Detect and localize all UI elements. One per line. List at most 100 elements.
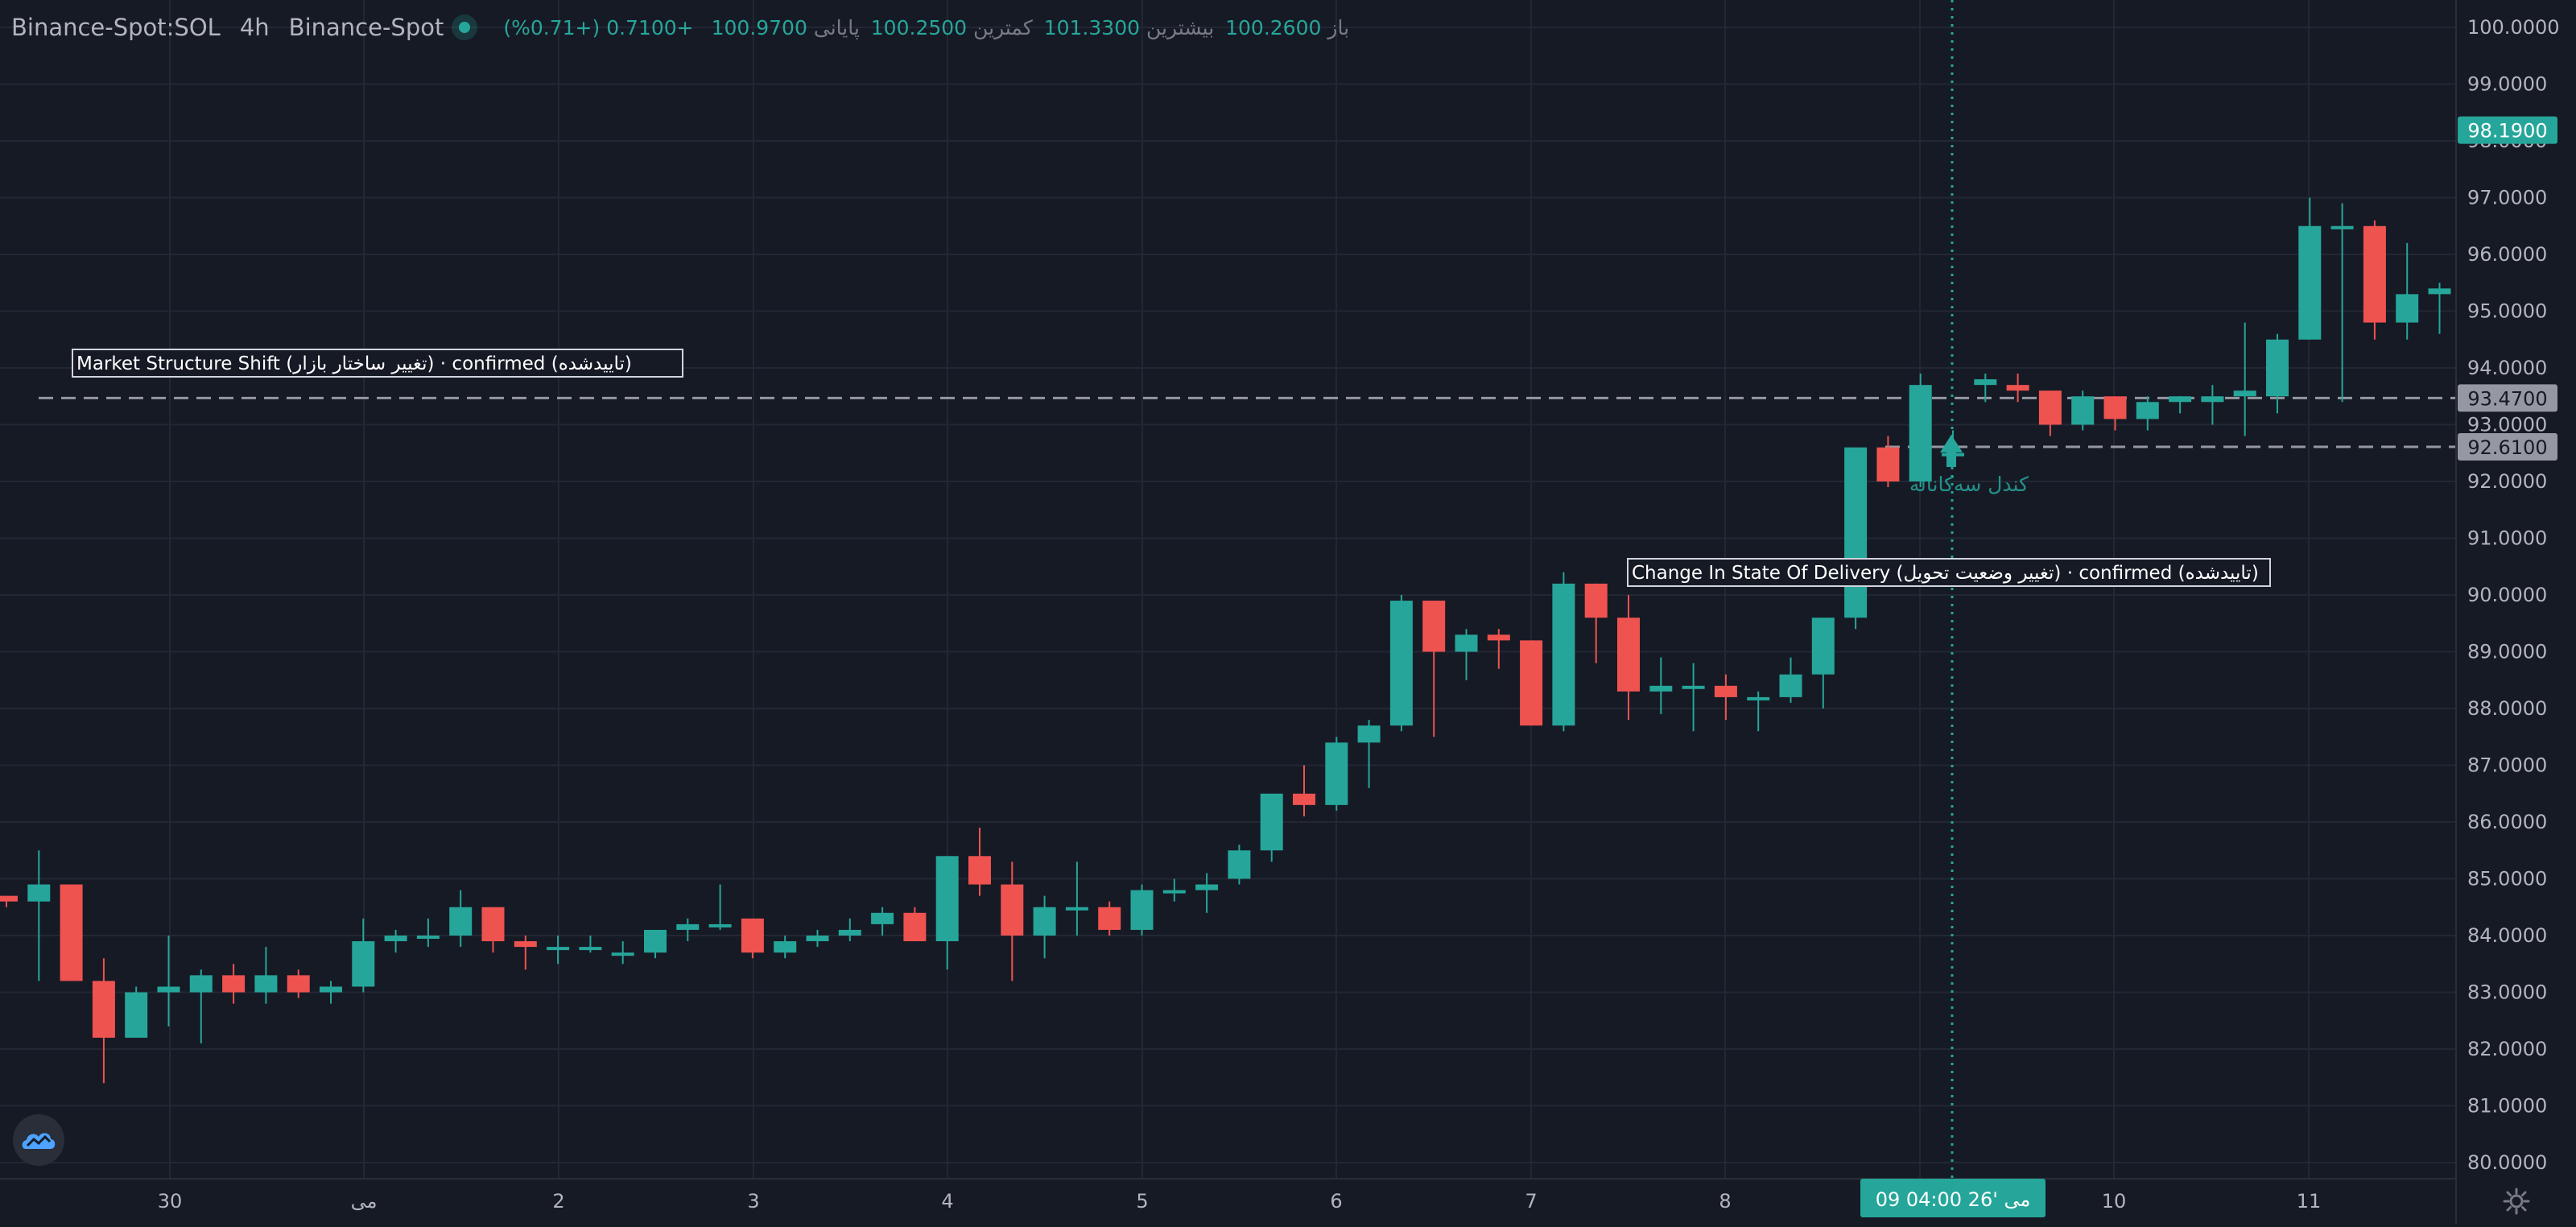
- price-tick-label: 81.0000: [2467, 1095, 2547, 1118]
- candle[interactable]: [806, 929, 829, 948]
- candle[interactable]: [1357, 720, 1381, 788]
- candle[interactable]: [708, 884, 732, 930]
- candle[interactable]: [2136, 396, 2159, 431]
- candle[interactable]: [1811, 618, 1835, 709]
- candle-body: [449, 907, 473, 936]
- candle[interactable]: [1389, 595, 1413, 732]
- candle[interactable]: [222, 964, 246, 1004]
- candle[interactable]: [1001, 861, 1024, 981]
- candle[interactable]: [1195, 873, 1219, 913]
- candles: [0, 118, 2516, 1084]
- candle[interactable]: [676, 918, 700, 942]
- candle[interactable]: [2266, 333, 2289, 414]
- exchange-label[interactable]: Binance-Spot: [288, 14, 444, 41]
- candle[interactable]: [1714, 674, 1737, 721]
- candle[interactable]: [1909, 374, 1932, 488]
- symbol-name[interactable]: Binance-Spot:SOL: [11, 14, 221, 41]
- candle[interactable]: [2428, 283, 2451, 334]
- candle[interactable]: [2233, 322, 2256, 436]
- candle[interactable]: [125, 986, 148, 1038]
- candle[interactable]: [838, 918, 861, 942]
- candle[interactable]: [2038, 390, 2062, 436]
- candle-body: [1357, 725, 1381, 743]
- candle[interactable]: [1974, 374, 1997, 403]
- candle[interactable]: [547, 936, 570, 965]
- candle[interactable]: [157, 936, 180, 1027]
- up-arrow-marker-icon[interactable]: کندل سه‌کاناله: [1909, 435, 2029, 496]
- candle[interactable]: [611, 941, 634, 965]
- candle[interactable]: [2071, 390, 2095, 431]
- candle[interactable]: [1844, 447, 1868, 630]
- price-axis[interactable]: 100.000099.000098.000097.000096.000095.0…: [2455, 0, 2576, 1224]
- candle[interactable]: [1325, 737, 1348, 811]
- candle[interactable]: [27, 850, 51, 981]
- candle[interactable]: [2006, 374, 2029, 403]
- candle[interactable]: [92, 958, 115, 1084]
- candle[interactable]: [320, 981, 342, 1004]
- candle[interactable]: [1487, 629, 1510, 669]
- candle[interactable]: [2201, 385, 2224, 425]
- candle[interactable]: [1747, 691, 1770, 732]
- candle[interactable]: [1260, 793, 1283, 862]
- candle[interactable]: [1617, 595, 1640, 721]
- csd-annotation[interactable]: Change In State Of Delivery (تغییر وضعیت…: [1627, 558, 2271, 587]
- candle[interactable]: [2330, 203, 2354, 403]
- candle[interactable]: [2298, 197, 2322, 340]
- candle-body: [1552, 583, 1575, 726]
- candle[interactable]: [1584, 583, 1608, 663]
- candle[interactable]: [416, 918, 440, 948]
- candle[interactable]: [287, 969, 310, 998]
- candle[interactable]: [1228, 845, 1251, 885]
- candle-body: [157, 986, 180, 993]
- candle[interactable]: [1130, 884, 1154, 936]
- candle[interactable]: [2169, 396, 2192, 414]
- candle[interactable]: [481, 907, 505, 953]
- candle[interactable]: [60, 884, 83, 981]
- candle[interactable]: [1098, 901, 1121, 936]
- candle-body: [1389, 601, 1413, 726]
- candle[interactable]: [741, 918, 764, 959]
- candle[interactable]: [254, 947, 278, 1004]
- candle[interactable]: [2103, 396, 2127, 431]
- price-tick-label: 82.0000: [2467, 1038, 2547, 1060]
- candle[interactable]: [1033, 895, 1056, 959]
- candle[interactable]: [774, 936, 797, 959]
- candle[interactable]: [968, 828, 991, 896]
- candle[interactable]: [1455, 629, 1478, 680]
- tradingview-cloud-logo-icon[interactable]: [13, 1114, 64, 1166]
- candle[interactable]: [449, 890, 473, 948]
- candle[interactable]: [1520, 640, 1543, 726]
- candle-body: [1584, 583, 1608, 618]
- candle[interactable]: [935, 856, 959, 970]
- candle[interactable]: [1065, 861, 1088, 936]
- candle[interactable]: [1779, 657, 1802, 703]
- candle-body: [1001, 884, 1024, 936]
- candle[interactable]: [1649, 657, 1673, 715]
- candle[interactable]: [189, 969, 213, 1043]
- candle[interactable]: [903, 907, 927, 942]
- mss-annotation[interactable]: Market Structure Shift (تغییر ساختار باز…: [72, 349, 683, 378]
- gear-icon[interactable]: [2502, 1187, 2531, 1216]
- candle[interactable]: [1682, 663, 1705, 732]
- candle[interactable]: [384, 929, 407, 953]
- candle[interactable]: [1876, 436, 1900, 488]
- candle[interactable]: [1162, 878, 1186, 902]
- candle[interactable]: [1293, 765, 1315, 816]
- candle[interactable]: [2396, 242, 2419, 340]
- candle[interactable]: [0, 895, 18, 907]
- candle[interactable]: [514, 936, 537, 970]
- price-tick-label: 88.0000: [2467, 697, 2547, 720]
- candle[interactable]: [352, 918, 375, 993]
- interval-label[interactable]: 4h: [239, 14, 270, 41]
- candle-body: [1779, 674, 1802, 697]
- candle[interactable]: [1552, 572, 1575, 732]
- candle[interactable]: [1422, 601, 1446, 737]
- candle[interactable]: [871, 907, 894, 936]
- time-tick-label: 3: [747, 1190, 759, 1213]
- candle[interactable]: [579, 936, 602, 953]
- time-axis[interactable]: 30 می 2 3 4 5 6 7 8 10 11 09 می '26 04:00: [0, 1178, 2455, 1224]
- candle[interactable]: [2363, 220, 2386, 340]
- candle[interactable]: [644, 929, 667, 959]
